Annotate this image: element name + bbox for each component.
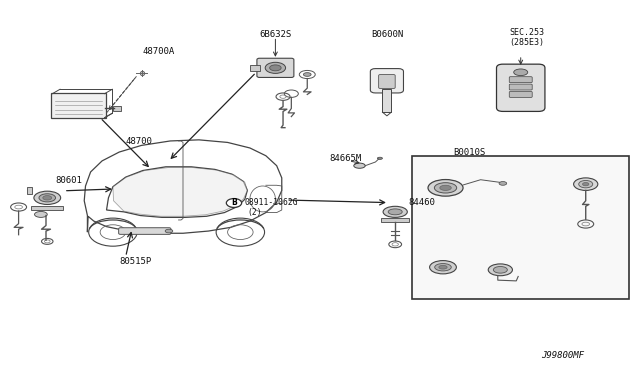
FancyBboxPatch shape: [379, 74, 395, 89]
Polygon shape: [113, 167, 247, 216]
FancyBboxPatch shape: [509, 77, 532, 83]
Ellipse shape: [488, 264, 513, 276]
Ellipse shape: [354, 163, 365, 168]
Ellipse shape: [435, 263, 451, 271]
Bar: [383, 89, 392, 112]
Text: SEC.253: SEC.253: [509, 28, 545, 37]
Text: J99800MF: J99800MF: [541, 350, 584, 360]
Ellipse shape: [579, 180, 593, 188]
Text: 08911-1062G: 08911-1062G: [245, 198, 298, 207]
Text: B: B: [231, 199, 237, 208]
Text: B0600N: B0600N: [371, 30, 403, 39]
Text: 80515P: 80515P: [119, 257, 152, 266]
Ellipse shape: [34, 191, 61, 205]
Bar: [381, 218, 409, 222]
Text: 48700: 48700: [125, 137, 152, 146]
Ellipse shape: [435, 183, 457, 193]
Ellipse shape: [429, 260, 456, 274]
Text: 84665M: 84665M: [329, 154, 362, 163]
Ellipse shape: [514, 69, 528, 76]
Ellipse shape: [39, 194, 56, 202]
Text: 84460: 84460: [408, 198, 435, 207]
Text: 6B632S: 6B632S: [259, 30, 291, 39]
Ellipse shape: [35, 211, 47, 217]
Ellipse shape: [265, 62, 285, 73]
FancyBboxPatch shape: [509, 84, 532, 90]
Text: 80601: 80601: [56, 176, 83, 185]
Bar: [113, 106, 120, 111]
Ellipse shape: [439, 265, 447, 269]
Ellipse shape: [383, 206, 407, 217]
Bar: [31, 206, 63, 210]
Ellipse shape: [303, 73, 311, 76]
Text: B0010S: B0010S: [454, 148, 486, 157]
FancyBboxPatch shape: [371, 68, 403, 93]
Ellipse shape: [428, 180, 463, 196]
Bar: [412, 157, 629, 299]
Ellipse shape: [388, 209, 402, 215]
Ellipse shape: [582, 183, 589, 186]
Ellipse shape: [573, 178, 598, 190]
Ellipse shape: [269, 65, 281, 71]
Ellipse shape: [43, 196, 52, 200]
Text: (285E3): (285E3): [509, 38, 545, 47]
Ellipse shape: [493, 266, 508, 273]
FancyBboxPatch shape: [51, 93, 106, 118]
Circle shape: [227, 199, 242, 208]
Ellipse shape: [378, 157, 383, 160]
Ellipse shape: [440, 185, 451, 190]
Bar: [27, 187, 32, 194]
FancyBboxPatch shape: [509, 92, 532, 97]
Ellipse shape: [165, 229, 173, 233]
FancyBboxPatch shape: [118, 228, 171, 234]
Text: (2): (2): [247, 208, 262, 217]
Bar: [250, 65, 260, 71]
FancyBboxPatch shape: [257, 58, 294, 77]
FancyBboxPatch shape: [497, 64, 545, 112]
Ellipse shape: [499, 182, 507, 185]
Text: 48700A: 48700A: [143, 47, 175, 56]
